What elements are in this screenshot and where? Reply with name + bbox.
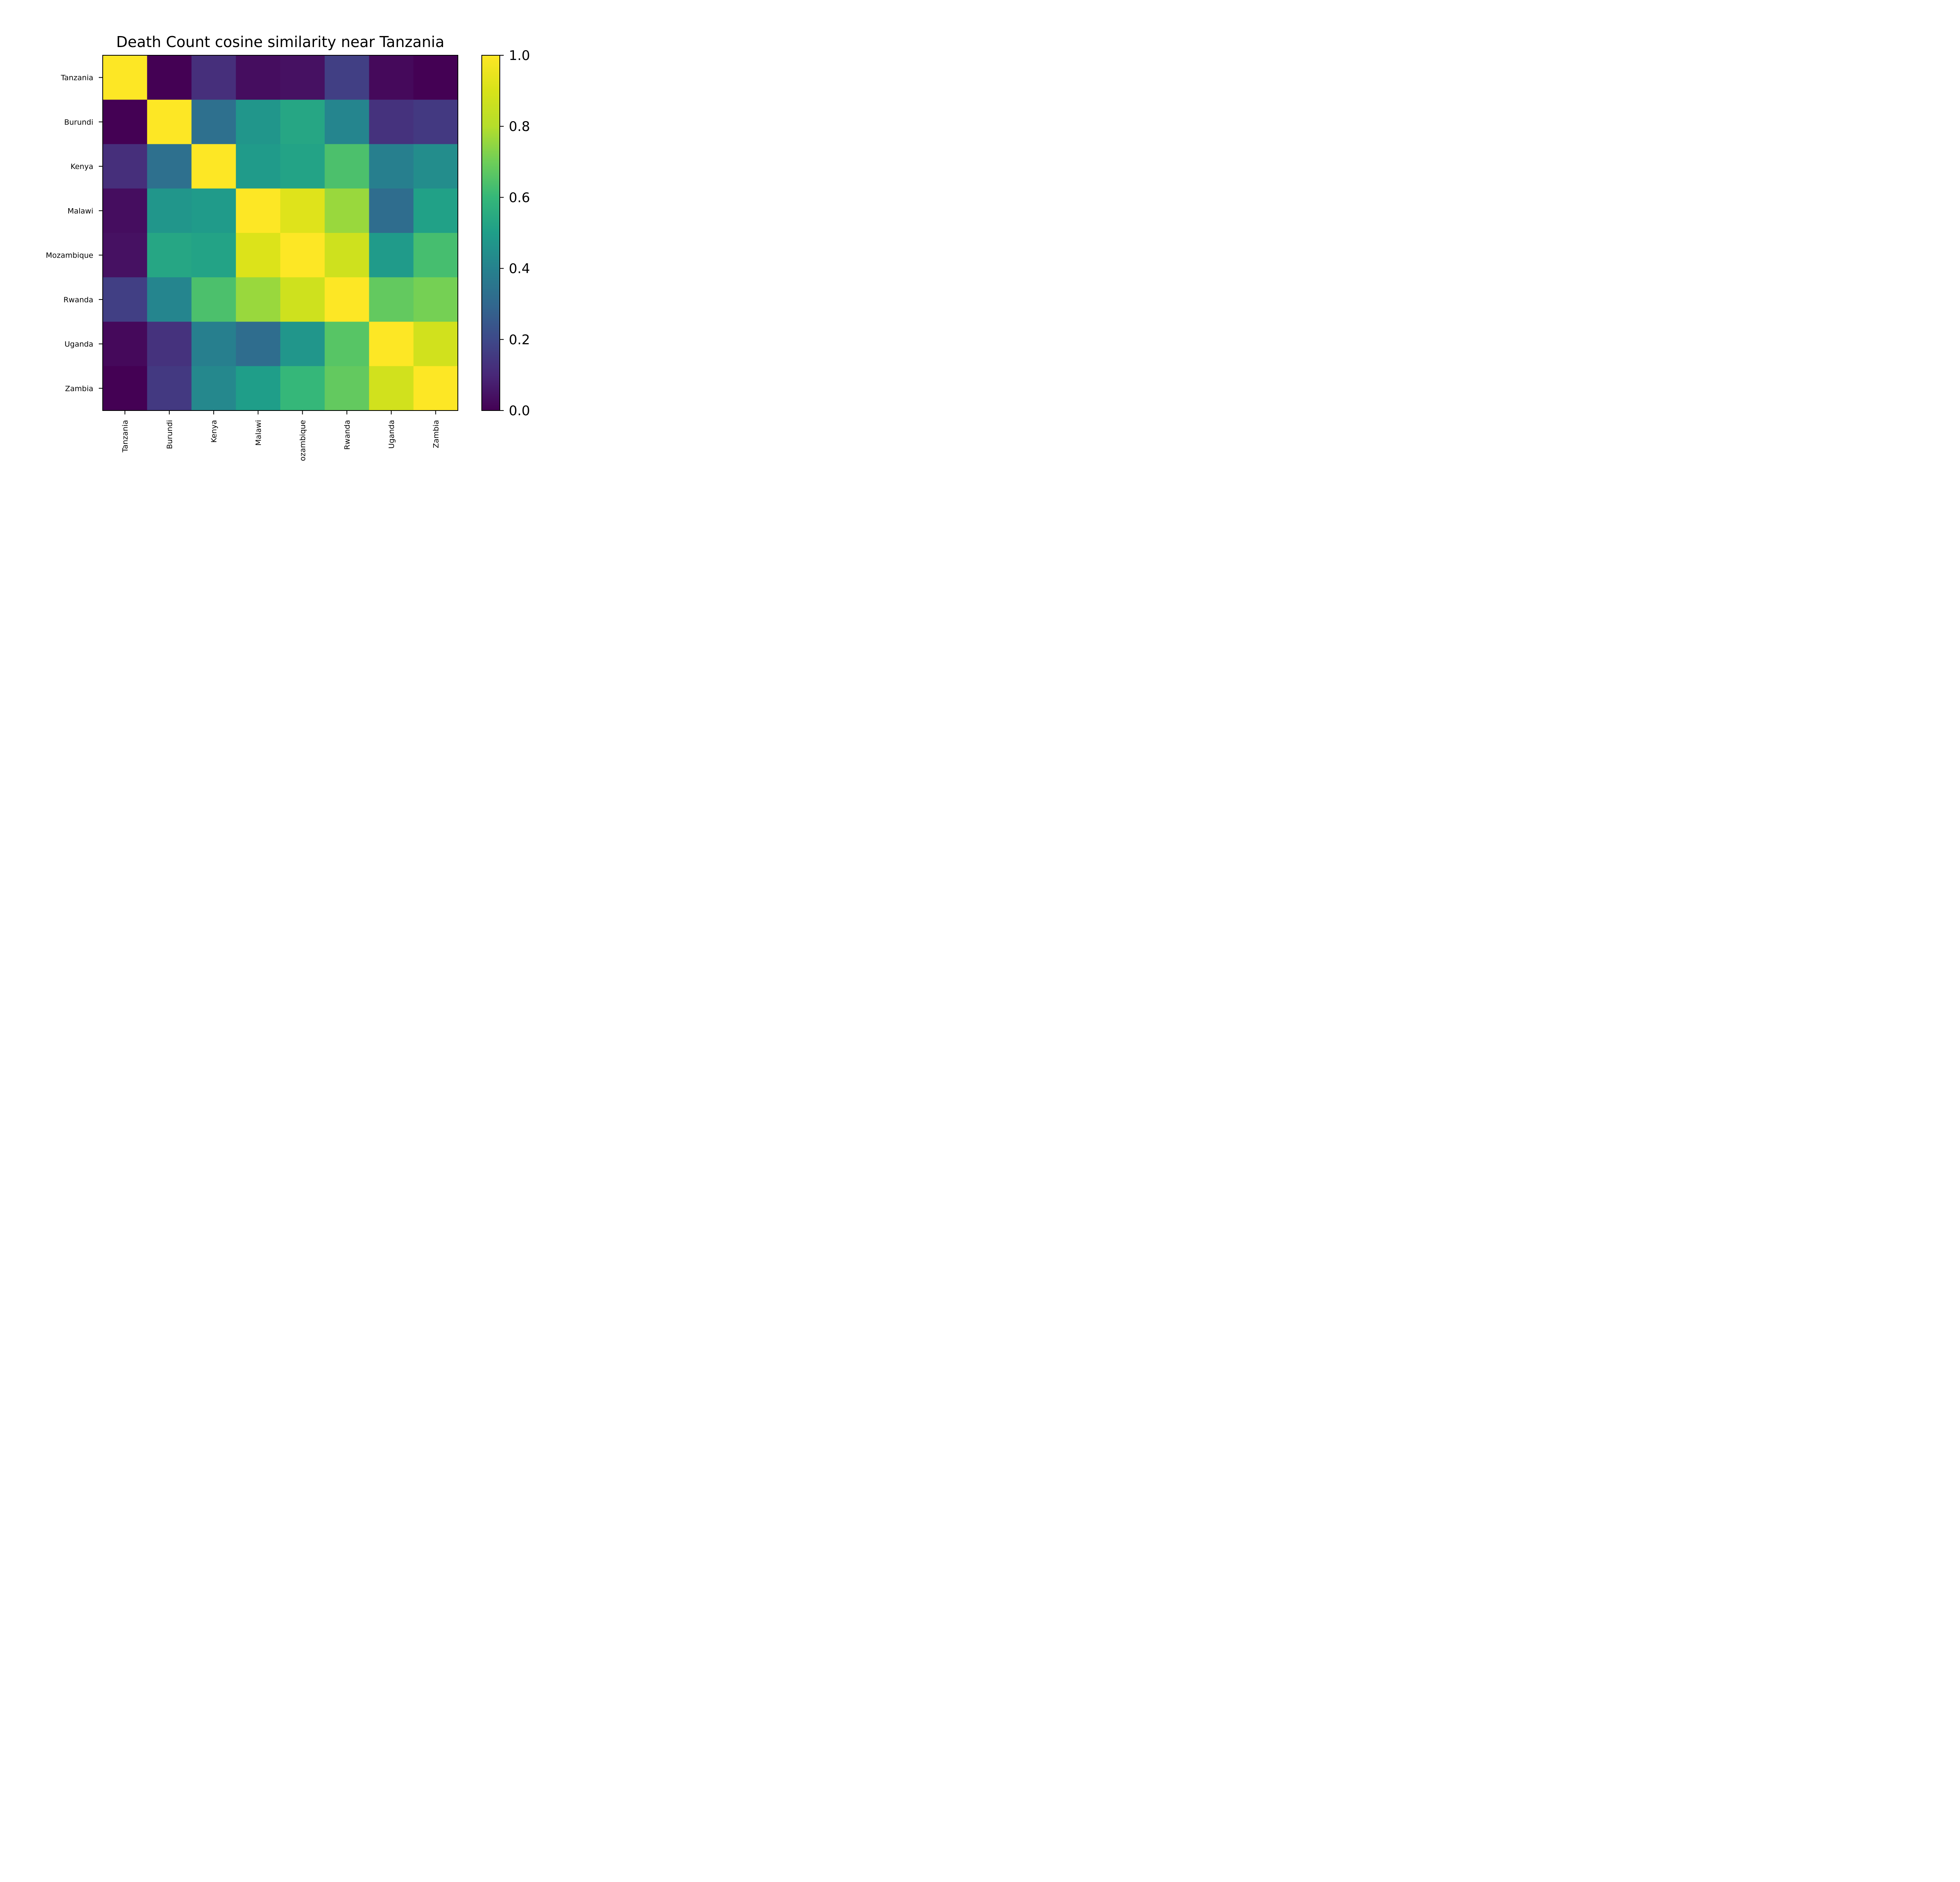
heatmap-cell-burundi-malawi [236,100,281,144]
heatmap-cell-zambia-mozambique [280,366,325,411]
heatmap-cell-kenya-mozambique [280,144,325,189]
heatmap-cell-tanzania-rwanda [325,55,369,100]
colorbar-tick-label: 0.6 [509,190,530,205]
heatmap-cell-mozambique-malawi [236,233,281,278]
heatmap-cell-mozambique-burundi [147,233,192,278]
colorbar-tick-label: 0.2 [509,332,530,348]
colorbar-tick-label: 1.0 [509,48,530,64]
x-tick-label: Burundi [165,420,174,449]
heatmap-cell-tanzania-malawi [236,55,281,100]
heatmap-cell-kenya-burundi [147,144,192,189]
heatmap-cell-kenya-zambia [413,144,458,189]
heatmap-cell-rwanda-burundi [147,277,192,322]
heatmap-cell-uganda-tanzania [103,322,147,367]
x-tick-label: Kenya [210,420,218,443]
heatmap-chart: Death Count cosine similarity near Tanza… [46,33,530,461]
heatmap-cell-mozambique-kenya [191,233,236,278]
heatmap-cell-kenya-malawi [236,144,281,189]
heatmap-cell-tanzania-kenya [191,55,236,100]
colorbar-tick-label: 0.0 [509,403,530,419]
heatmap-cell-kenya-rwanda [325,144,369,189]
heatmap-cell-tanzania-burundi [147,55,192,100]
chart-title: Death Count cosine similarity near Tanza… [116,33,444,51]
heatmap-cell-uganda-rwanda [325,322,369,367]
heatmap-cell-malawi-malawi [236,188,281,233]
heatmap-cell-malawi-mozambique [280,188,325,233]
heatmap-cell-rwanda-mozambique [280,277,325,322]
y-tick-label: Malawi [67,207,93,215]
x-axis: Tanzania Burundi Kenya Malawi Mozambique Rwan… [121,411,440,461]
colorbar-tick-label: 0.8 [509,119,530,134]
colorbar [481,55,500,411]
heatmap-cell-uganda-kenya [191,322,236,367]
x-tick-label: Malawi [254,420,263,446]
heatmap-cell-malawi-burundi [147,188,192,233]
heatmap-cell-zambia-tanzania [103,366,147,411]
heatmap-cell-kenya-tanzania [103,144,147,189]
x-tick-label: Rwanda [343,420,352,450]
x-tick-label: Uganda [387,420,396,449]
heatmap-cell-malawi-tanzania [103,188,147,233]
heatmap-cell-rwanda-malawi [236,277,281,322]
heatmap-cell-malawi-rwanda [325,188,369,233]
heatmap-cell-zambia-burundi [147,366,192,411]
heatmap-cell-burundi-rwanda [325,100,369,144]
heatmap-cell-burundi-tanzania [103,100,147,144]
heatmap-cell-mozambique-uganda [369,233,414,278]
heatmap-cell-zambia-rwanda [325,366,369,411]
heatmap-cell-malawi-kenya [191,188,236,233]
heatmap-cell-uganda-burundi [147,322,192,367]
heatmap-cell-zambia-malawi [236,366,281,411]
heatmap-cell-rwanda-uganda [369,277,414,322]
x-tick-label: Mozambique [299,420,307,461]
x-tick-label: Tanzania [121,420,130,453]
heatmap-cell-uganda-mozambique [280,322,325,367]
heatmap-cell-kenya-kenya [191,144,236,189]
heatmap-cell-zambia-uganda [369,366,414,411]
y-tick-label: Zambia [65,384,93,393]
heatmap-cell-mozambique-zambia [413,233,458,278]
y-tick-label: Tanzania [60,74,93,82]
heatmap-cell-zambia-kenya [191,366,236,411]
heatmap-cell-tanzania-tanzania [103,55,147,100]
y-tick-label: Burundi [64,118,93,127]
heatmap-cell-burundi-mozambique [280,100,325,144]
heatmap-cell-burundi-uganda [369,100,414,144]
heatmap-cell-rwanda-rwanda [325,277,369,322]
heatmap-cell-tanzania-mozambique [280,55,325,100]
heatmap-cell-uganda-malawi [236,322,281,367]
y-tick-label: Rwanda [64,296,93,304]
heatmap-cell-uganda-zambia [413,322,458,367]
x-tick-label: Zambia [432,420,440,448]
heatmap-cell-rwanda-tanzania [103,277,147,322]
heatmap-cell-burundi-kenya [191,100,236,144]
heatmap-cell-kenya-uganda [369,144,414,189]
colorbar-tick-label: 0.4 [509,261,530,277]
heatmap-cell-tanzania-zambia [413,55,458,100]
heatmap-cell-malawi-zambia [413,188,458,233]
heatmap-cell-burundi-zambia [413,100,458,144]
colorbar-axis: 0.0 0.2 0.4 0.6 0.8 1.0 [500,48,530,419]
heatmap-cell-rwanda-zambia [413,277,458,322]
y-tick-label: Kenya [71,162,93,171]
heatmap-cell-zambia-zambia [413,366,458,411]
heatmap-cell-mozambique-tanzania [103,233,147,278]
heatmap-cell-mozambique-rwanda [325,233,369,278]
y-axis: Tanzania Burundi Kenya Malawi Mozambique Rwan… [46,74,103,393]
heatmap-cell-rwanda-kenya [191,277,236,322]
heatmap-cell-malawi-uganda [369,188,414,233]
y-tick-label: Uganda [65,340,93,349]
heatmap-cells [103,55,458,411]
heatmap-cell-burundi-burundi [147,100,192,144]
heatmap-frame [102,55,458,411]
heatmap-cell-mozambique-mozambique [280,233,325,278]
y-tick-label: Mozambique [46,251,93,260]
heatmap-cell-tanzania-uganda [369,55,414,100]
heatmap-cell-uganda-uganda [369,322,414,367]
